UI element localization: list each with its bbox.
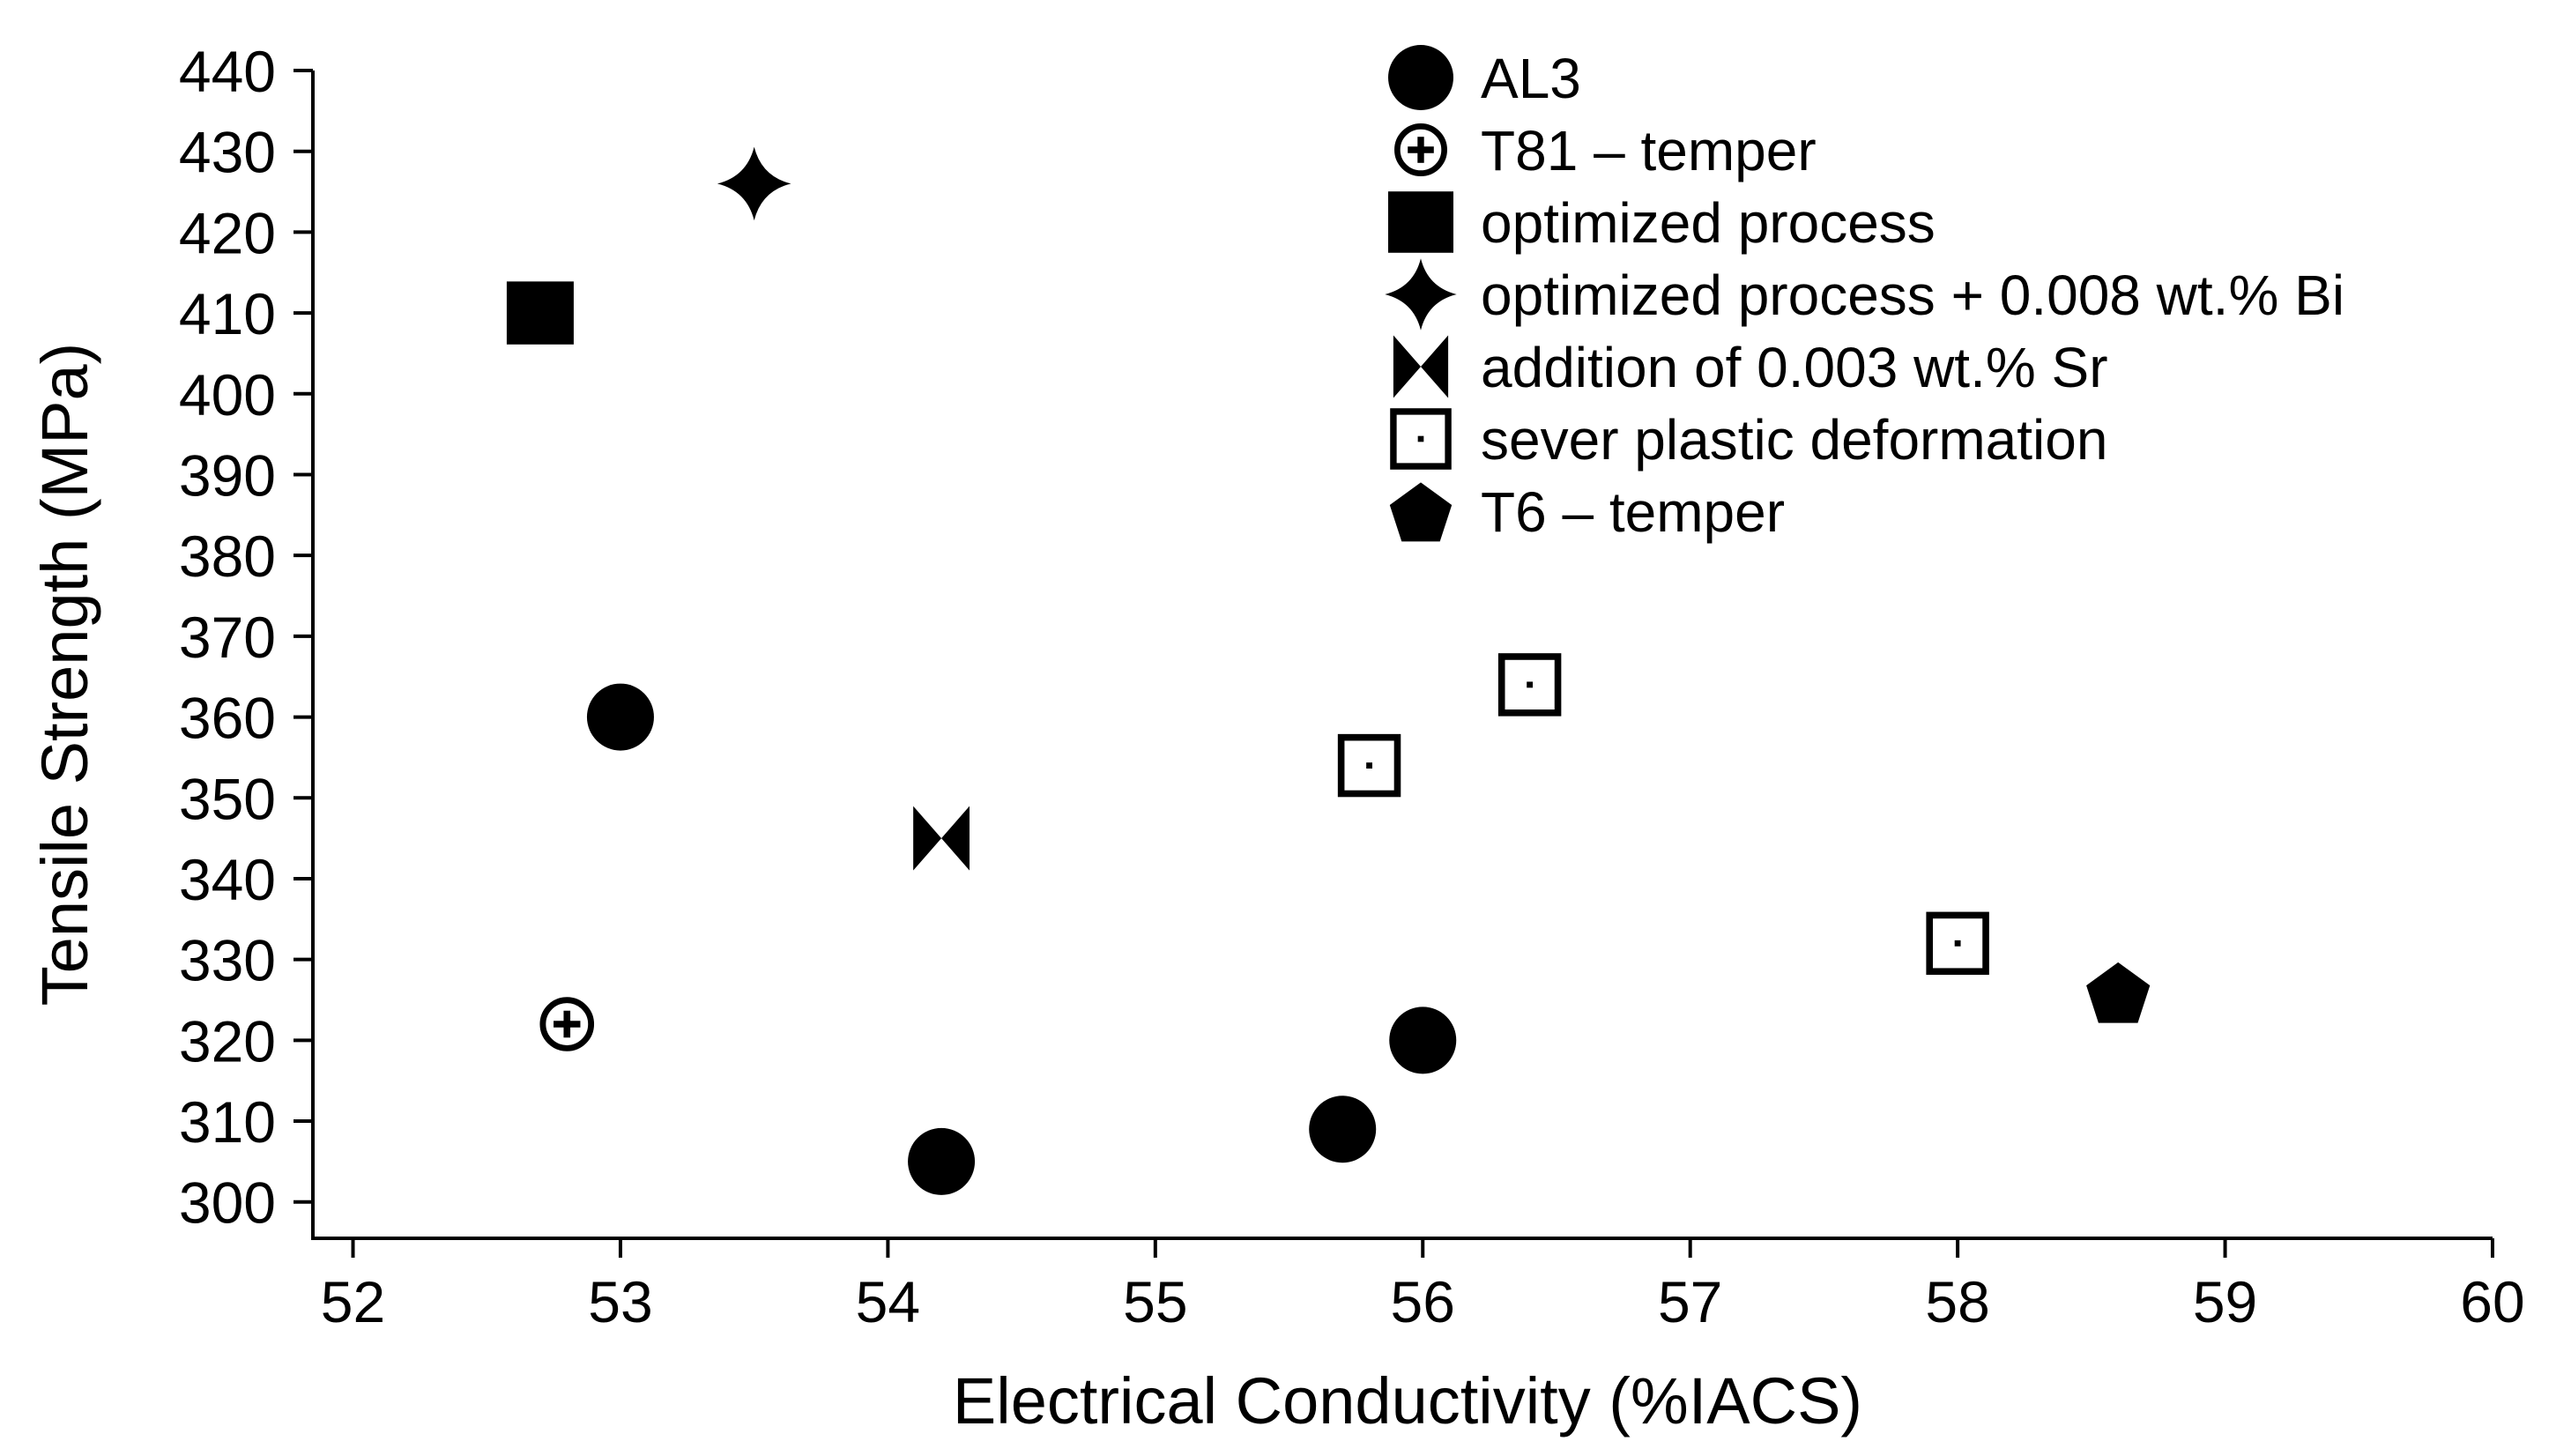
legend-label: AL3 bbox=[1481, 47, 1581, 110]
x-tick-label: 60 bbox=[2460, 1269, 2524, 1334]
y-tick-label: 300 bbox=[179, 1170, 276, 1236]
legend-label: optimized process + 0.008 wt.% Bi bbox=[1481, 264, 2344, 327]
data-point-square-dot-2 bbox=[1497, 653, 1562, 717]
legend-label: T6 – temper bbox=[1481, 480, 1785, 544]
y-tick-label: 430 bbox=[179, 120, 276, 185]
legend-label: addition of 0.003 wt.% Sr bbox=[1481, 336, 2108, 399]
y-tick-label: 310 bbox=[179, 1089, 276, 1155]
x-tick-label: 54 bbox=[856, 1269, 920, 1334]
data-point-circle-3 bbox=[1309, 1096, 1377, 1163]
x-tick-label: 56 bbox=[1391, 1269, 1455, 1334]
data-point-bowtie-1 bbox=[913, 806, 970, 871]
y-tick-label: 420 bbox=[179, 200, 276, 265]
legend-marker-square bbox=[1388, 191, 1453, 253]
ticks: 52 53 54 55 56 57 58 59 60 300 310 320 330 340 350 360 3… bbox=[179, 39, 2525, 1334]
x-axis-title: Electrical Conductivity (%IACS) bbox=[953, 1364, 1862, 1437]
data-point-star4-1 bbox=[717, 146, 791, 221]
data-point-square-dot-1 bbox=[1337, 733, 1401, 798]
legend-marker-circle-plus bbox=[1394, 123, 1447, 176]
legend-marker-pentagon bbox=[1389, 482, 1453, 542]
y-tick-label: 380 bbox=[179, 524, 276, 589]
data-point-circle-1 bbox=[586, 683, 654, 751]
y-tick-label: 440 bbox=[179, 39, 276, 104]
legend-marker-star4 bbox=[1385, 258, 1457, 331]
y-axis-title: Tensile Strength (MPa) bbox=[28, 343, 101, 1007]
y-tick-label: 320 bbox=[179, 1008, 276, 1073]
x-tick-label: 59 bbox=[2193, 1269, 2257, 1334]
data-point-pentagon-1 bbox=[2086, 962, 2151, 1023]
data-point-square-1 bbox=[506, 281, 574, 345]
legend: AL3 T81 – temper optimized process optimize… bbox=[1385, 45, 2344, 544]
legend-label: T81 – temper bbox=[1481, 119, 1817, 182]
x-tick-label: 57 bbox=[1658, 1269, 1722, 1334]
data-point-circle-4 bbox=[1389, 1007, 1457, 1074]
y-tick-label: 400 bbox=[179, 362, 276, 427]
data-points bbox=[506, 146, 2151, 1195]
y-tick-label: 410 bbox=[179, 281, 276, 346]
legend-marker-square-dot bbox=[1390, 408, 1452, 470]
y-tick-label: 390 bbox=[179, 442, 276, 508]
axes bbox=[311, 71, 2493, 1240]
data-point-circle-plus-1 bbox=[539, 997, 595, 1051]
x-tick-label: 53 bbox=[588, 1269, 652, 1334]
y-tick-label: 360 bbox=[179, 686, 276, 751]
data-point-square-dot-3 bbox=[1926, 911, 1989, 976]
data-point-circle-2 bbox=[908, 1127, 976, 1195]
y-tick-label: 330 bbox=[179, 928, 276, 993]
legend-label: optimized process bbox=[1481, 191, 1936, 255]
y-tick-label: 370 bbox=[179, 605, 276, 670]
legend-marker-circle bbox=[1388, 45, 1453, 110]
y-tick-label: 340 bbox=[179, 847, 276, 912]
y-tick-label: 350 bbox=[179, 766, 276, 831]
x-tick-label: 58 bbox=[1925, 1269, 1989, 1334]
legend-label: sever plastic deformation bbox=[1481, 408, 2107, 472]
x-tick-label: 55 bbox=[1123, 1269, 1187, 1334]
legend-marker-bowtie bbox=[1393, 335, 1449, 398]
x-tick-label: 52 bbox=[321, 1269, 385, 1334]
